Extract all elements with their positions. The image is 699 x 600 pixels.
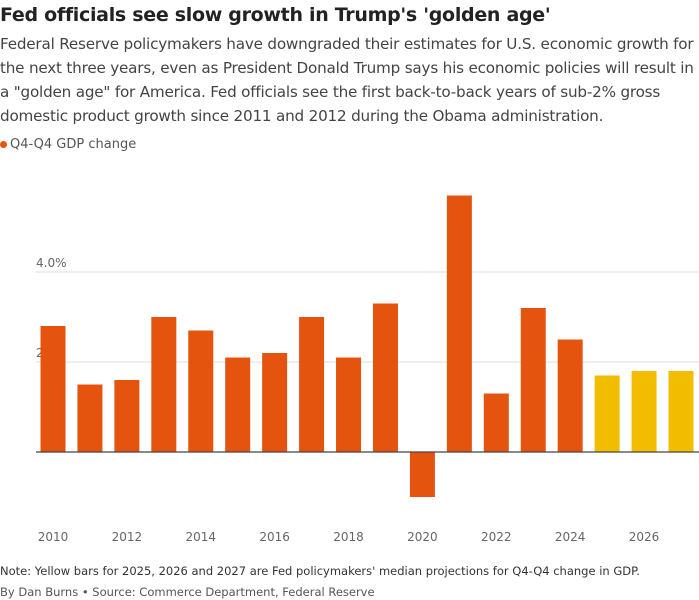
bar-2021 xyxy=(446,195,472,452)
x-tick-label: 2016 xyxy=(259,530,290,544)
bar-2016 xyxy=(262,353,288,452)
bar-2017 xyxy=(299,317,325,452)
bar-2020 xyxy=(409,452,435,497)
bar-2014 xyxy=(188,330,214,452)
bar-2023 xyxy=(520,308,546,452)
x-tick-label: 2026 xyxy=(629,530,660,544)
bar-2018 xyxy=(336,357,362,452)
bar-2027 xyxy=(668,371,694,452)
legend-label: Q4-Q4 GDP change xyxy=(10,137,137,152)
byline: By Dan Burns • Source: Commerce Departme… xyxy=(0,585,375,599)
bar-2026 xyxy=(631,371,657,452)
bar-2022 xyxy=(483,393,509,452)
chart-note: Note: Yellow bars for 2025, 2026 and 202… xyxy=(0,564,640,578)
bar-2019 xyxy=(372,303,398,452)
bar-2024 xyxy=(557,339,583,452)
y-tick-label: 4.0% xyxy=(36,256,67,270)
bar-2011 xyxy=(77,384,103,452)
x-tick-label: 2022 xyxy=(481,530,512,544)
legend-swatch xyxy=(0,141,7,148)
bar-2015 xyxy=(225,357,251,452)
bar-2013 xyxy=(151,317,177,452)
x-tick-label: 2020 xyxy=(407,530,438,544)
bar-chart: 2.04.0%201020122014201620182020202220242… xyxy=(36,195,699,544)
bar-2012 xyxy=(114,380,140,452)
chart-title: Fed officials see slow growth in Trump's… xyxy=(0,4,551,26)
bar-2010 xyxy=(40,326,66,452)
x-tick-label: 2014 xyxy=(185,530,216,544)
x-tick-label: 2012 xyxy=(112,530,143,544)
legend: Q4-Q4 GDP change xyxy=(0,137,136,152)
bar-2025 xyxy=(594,375,620,452)
x-tick-label: 2010 xyxy=(38,530,69,544)
x-tick-label: 2024 xyxy=(555,530,586,544)
x-tick-label: 2018 xyxy=(333,530,364,544)
chart-subtitle: Federal Reserve policymakers have downgr… xyxy=(0,35,694,125)
